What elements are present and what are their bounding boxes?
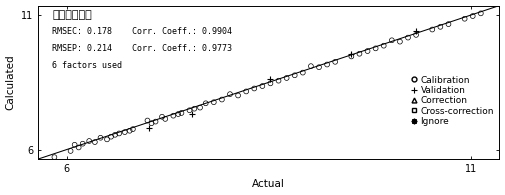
Text: 原花青素含量: 原花青素含量: [52, 10, 92, 20]
Point: [147, 122, 156, 125]
Point: [115, 132, 123, 135]
Point: [103, 138, 111, 141]
Point: [444, 23, 452, 26]
Point: [107, 135, 115, 138]
Text: 6 factors used: 6 factors used: [52, 61, 122, 70]
Point: [307, 65, 315, 68]
Point: [218, 98, 226, 101]
Point: [96, 136, 105, 139]
Point: [356, 52, 364, 55]
Point: [331, 60, 339, 63]
Point: [79, 142, 87, 145]
Point: [196, 106, 204, 109]
Point: [234, 94, 242, 97]
Point: [190, 107, 198, 110]
Point: [242, 90, 250, 93]
Point: [143, 119, 152, 122]
Y-axis label: Calculated: Calculated: [6, 54, 16, 110]
Point: [299, 71, 307, 74]
Point: [67, 149, 75, 152]
Point: [396, 40, 404, 43]
Point: [347, 52, 356, 55]
Point: [315, 66, 323, 69]
Point: [372, 47, 380, 50]
Point: [129, 128, 137, 131]
X-axis label: Actual: Actual: [252, 179, 285, 190]
Point: [75, 146, 83, 149]
Point: [161, 117, 169, 121]
Point: [267, 77, 275, 81]
Point: [201, 102, 210, 105]
Point: [436, 25, 444, 28]
Point: [145, 126, 153, 129]
Point: [469, 14, 477, 18]
Point: [428, 28, 436, 31]
Point: [50, 156, 59, 159]
Point: [388, 39, 396, 42]
Text: RMSEC: 0.178    Corr. Coeff.: 0.9904: RMSEC: 0.178 Corr. Coeff.: 0.9904: [52, 27, 232, 36]
Point: [461, 17, 469, 20]
Point: [291, 74, 299, 77]
Point: [250, 87, 259, 90]
Point: [188, 113, 196, 116]
Point: [364, 50, 372, 53]
Point: [158, 115, 166, 118]
Point: [323, 63, 331, 66]
Point: [174, 113, 182, 116]
Point: [121, 130, 129, 134]
Point: [259, 84, 267, 88]
Point: [210, 101, 218, 104]
Point: [283, 76, 291, 80]
Text: RMSEP: 0.214    Corr. Coeff.: 0.9773: RMSEP: 0.214 Corr. Coeff.: 0.9773: [52, 44, 232, 53]
Point: [126, 129, 134, 132]
Point: [91, 141, 99, 144]
Point: [226, 93, 234, 96]
Point: [71, 143, 79, 146]
Point: [185, 109, 193, 112]
Point: [267, 82, 275, 85]
Point: [177, 111, 185, 114]
Point: [477, 12, 485, 15]
Point: [404, 36, 412, 39]
Point: [169, 114, 177, 117]
Point: [347, 55, 356, 58]
Legend: Calibration, Validation, Correction, Cross-correction, Ignore: Calibration, Validation, Correction, Cro…: [409, 75, 495, 127]
Point: [412, 29, 420, 32]
Point: [412, 33, 420, 36]
Point: [152, 120, 160, 123]
Point: [111, 133, 119, 136]
Point: [275, 79, 283, 82]
Point: [380, 44, 388, 47]
Point: [85, 139, 93, 143]
